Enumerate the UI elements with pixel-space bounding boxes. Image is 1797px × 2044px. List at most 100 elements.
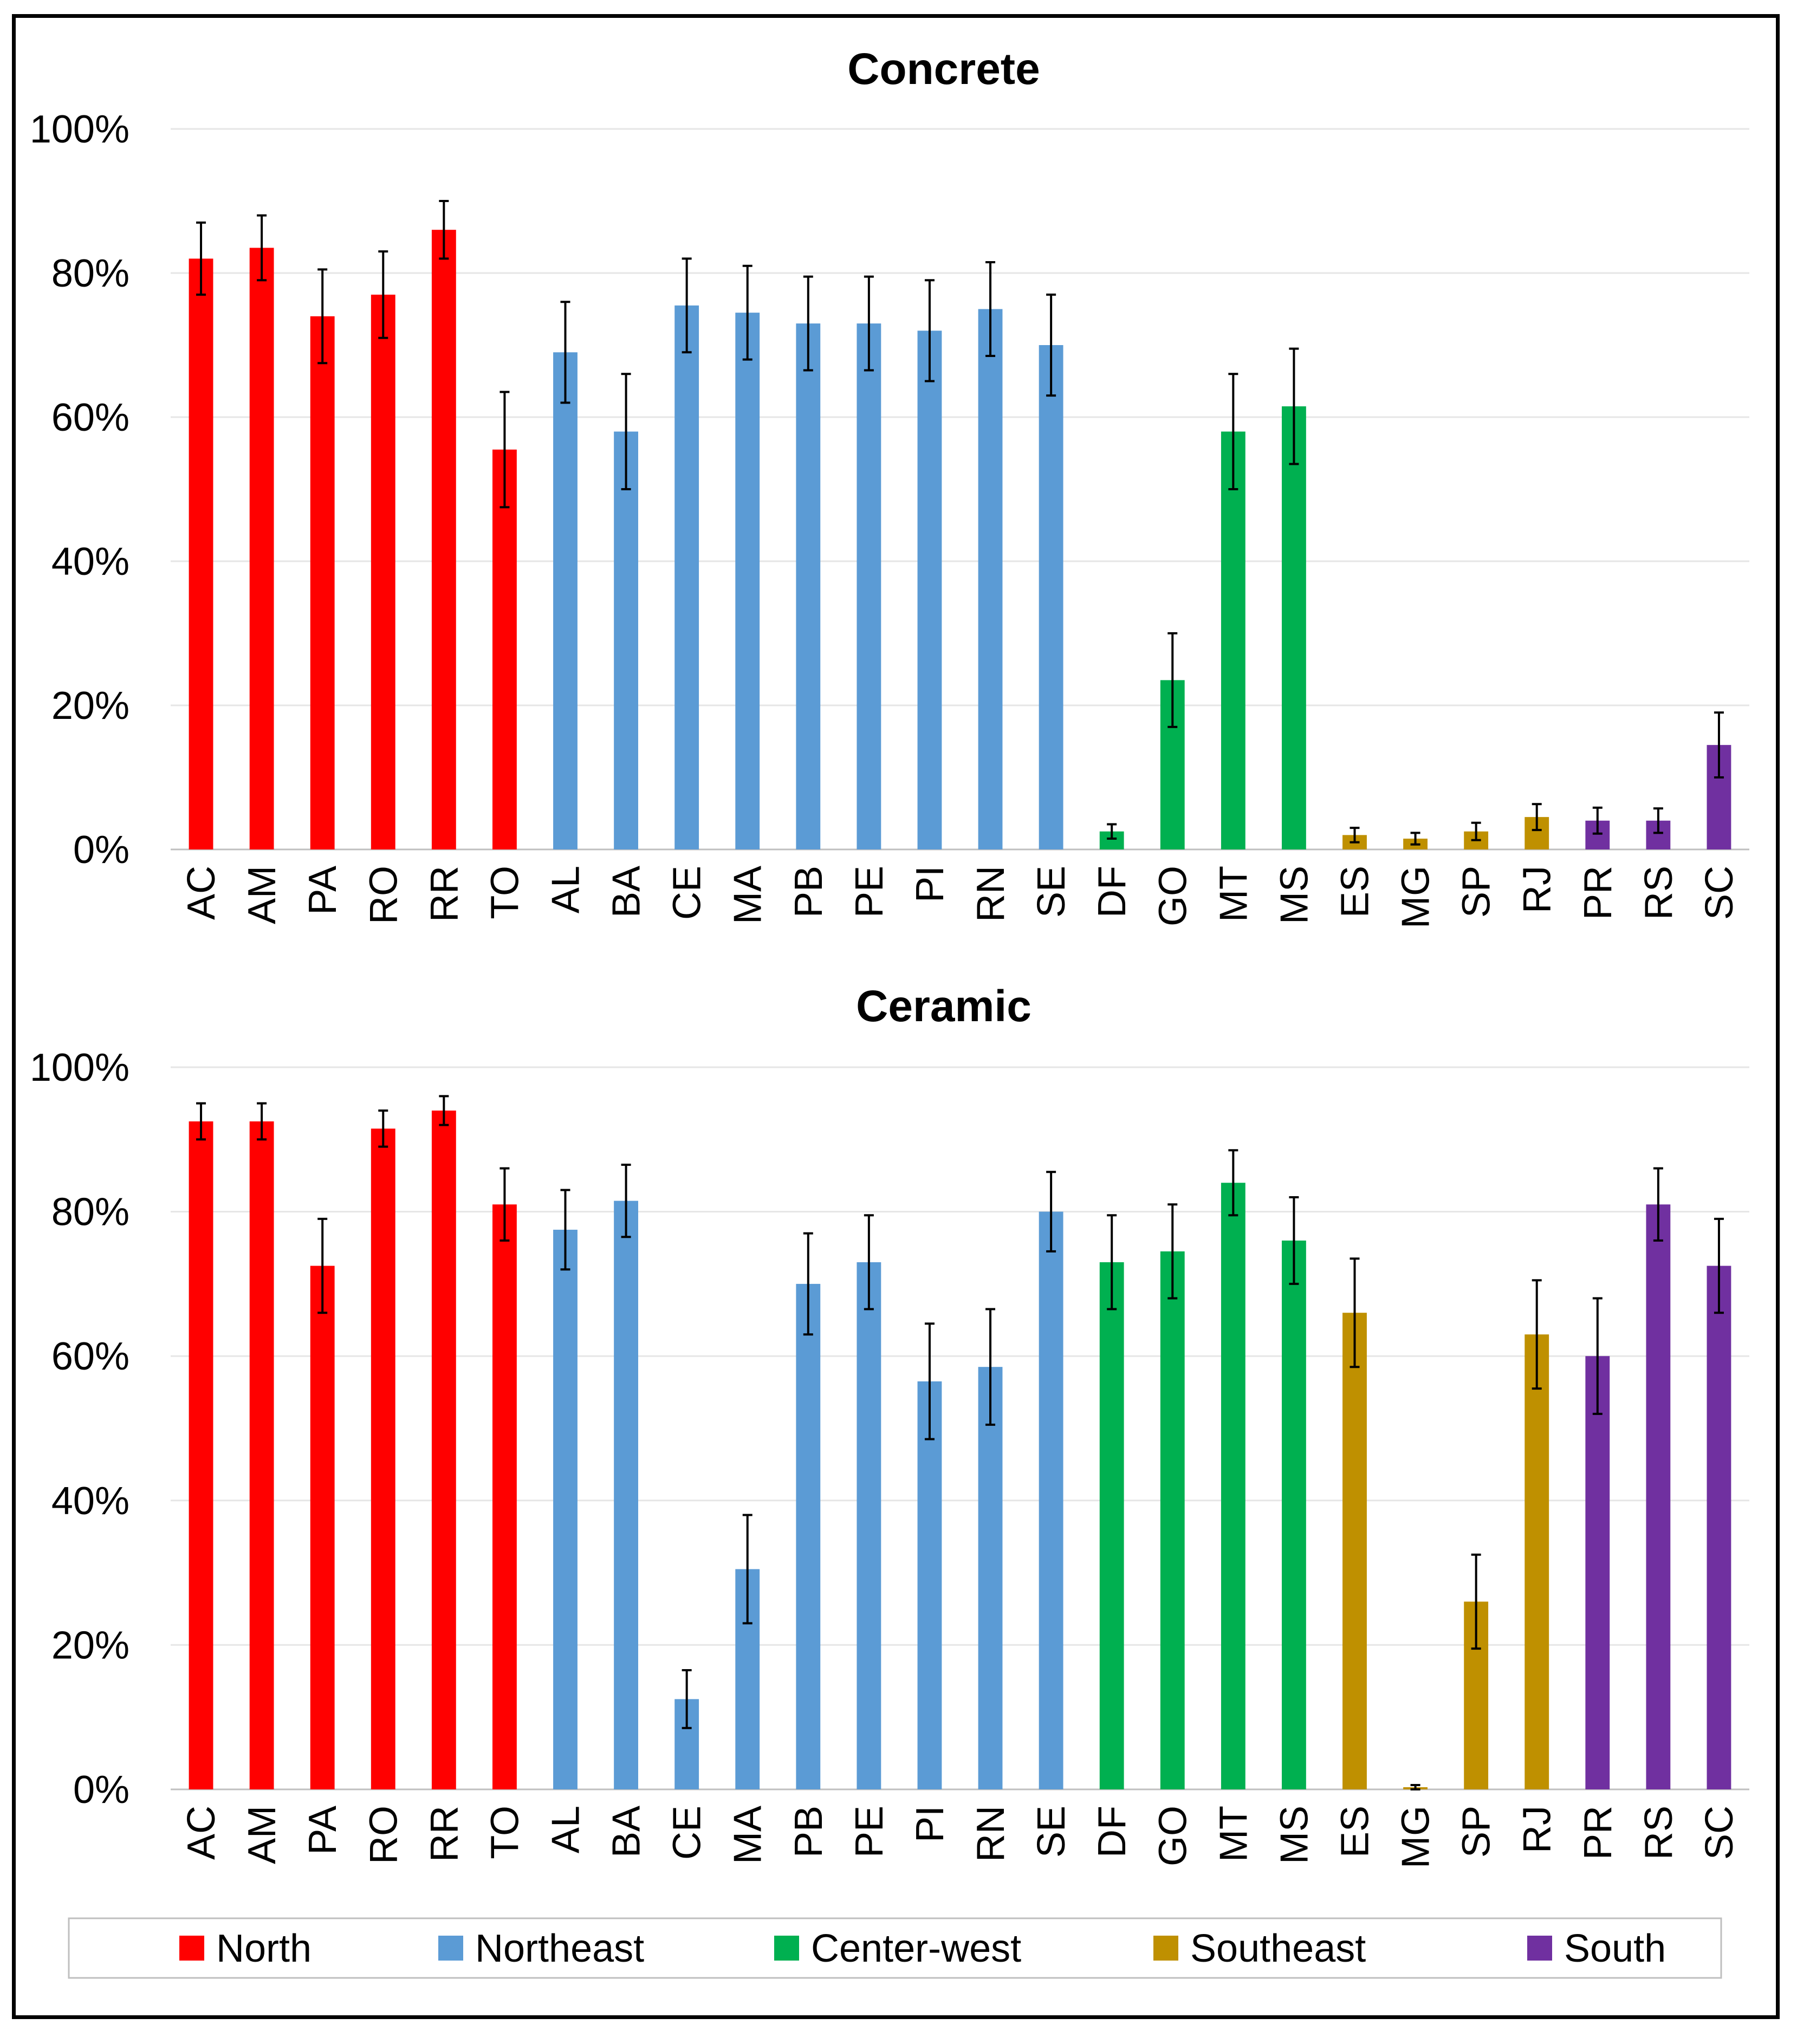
x-tick-label-pr: PR	[1577, 866, 1620, 920]
legend-label-northeast: Northeast	[475, 1927, 644, 1970]
x-tick-label-pi: PI	[909, 1806, 952, 1842]
bar-pb	[796, 1283, 821, 1789]
bar-ms	[1282, 406, 1306, 849]
x-tick-label-ba: BA	[605, 1806, 648, 1858]
bar-se	[1039, 345, 1063, 849]
legend-box	[68, 1917, 1722, 1979]
bar-pa	[310, 1266, 335, 1789]
x-tick-label-rn: RN	[969, 1806, 1013, 1862]
chart-title: Concrete	[847, 44, 1040, 94]
chart-title: Ceramic	[856, 982, 1032, 1031]
bar-mt	[1221, 1183, 1245, 1789]
bar-pe	[857, 1262, 881, 1789]
bar-ac	[189, 1121, 213, 1789]
x-tick-label-rj: RJ	[1516, 1806, 1559, 1853]
bar-mt	[1221, 431, 1245, 849]
x-tick-label-ma: MA	[726, 1806, 770, 1864]
bar-rs	[1646, 1204, 1671, 1789]
x-tick-label-go: GO	[1151, 866, 1195, 926]
x-tick-label-to: TO	[483, 866, 527, 919]
x-tick-label-am: AM	[241, 866, 284, 924]
x-tick-label-rr: RR	[423, 866, 466, 922]
x-tick-label-go: GO	[1151, 1806, 1195, 1866]
x-tick-label-ce: CE	[666, 1806, 709, 1860]
x-tick-label-pa: PA	[301, 866, 345, 915]
x-tick-label-am: AM	[241, 1806, 284, 1864]
x-tick-label-sc: SC	[1698, 1806, 1741, 1860]
bar-ba	[614, 431, 638, 849]
bar-pi	[917, 1381, 942, 1789]
x-tick-label-pr: PR	[1577, 1806, 1620, 1860]
bar-pr	[1585, 1356, 1610, 1789]
x-tick-label-df: DF	[1091, 1806, 1134, 1858]
x-tick-label-sp: SP	[1455, 866, 1498, 918]
bar-al	[553, 1229, 578, 1789]
bar-ro	[371, 1128, 395, 1789]
x-tick-label-pe: PE	[848, 1806, 891, 1858]
legend-swatch-southeast	[1153, 1936, 1178, 1961]
y-tick-label: 40%	[51, 1480, 129, 1523]
y-tick-label: 100%	[30, 1046, 129, 1089]
ceramic-chart: Ceramic 0% 20% 40% 60% 80% 100% AC AM PA RO RR TO AL B…	[30, 982, 1749, 1868]
legend-label-center-west: Center-west	[811, 1927, 1021, 1970]
bar-pa	[310, 316, 335, 849]
x-tick-label-ms: MS	[1273, 1806, 1316, 1864]
bar-ba	[614, 1201, 638, 1789]
y-tick-label: 20%	[51, 1624, 129, 1667]
figure-frame: Concrete 0% 20% 40% 60% 80% 100% AC AM PA RO RR TO AL…	[12, 14, 1780, 2019]
y-tick-label: 0%	[73, 1768, 129, 1812]
x-tick-label-al: AL	[544, 866, 588, 913]
y-tick-label: 40%	[51, 540, 129, 583]
x-tick-label-ba: BA	[605, 866, 648, 918]
x-tick-label-mg: MG	[1394, 866, 1438, 929]
x-tick-label-pe: PE	[848, 866, 891, 918]
bar-rn	[978, 309, 1003, 849]
bar-am	[249, 248, 274, 850]
bar-go	[1160, 1251, 1185, 1789]
x-tick-label-ro: RO	[362, 1806, 405, 1864]
x-tick-label-ms: MS	[1273, 866, 1316, 924]
x-tick-label-es: ES	[1334, 1806, 1377, 1858]
x-tick-label-pi: PI	[909, 866, 952, 903]
bar-rr	[431, 1110, 456, 1789]
x-tick-label-pa: PA	[301, 1806, 345, 1855]
legend-label-south: South	[1564, 1927, 1666, 1970]
x-tick-label-rj: RJ	[1516, 866, 1559, 913]
y-tick-label: 100%	[30, 108, 129, 151]
legend-label-north: North	[216, 1927, 312, 1970]
bar-pe	[857, 323, 881, 849]
bar-ma	[735, 313, 760, 849]
x-tick-label-se: SE	[1030, 1806, 1073, 1858]
y-tick-label: 60%	[51, 1335, 129, 1378]
bar-rj	[1524, 1334, 1549, 1789]
x-tick-label-rn: RN	[969, 866, 1013, 922]
legend-swatch-center-west	[774, 1936, 799, 1961]
x-tick-label-to: TO	[483, 1806, 527, 1859]
y-tick-label: 80%	[51, 1191, 129, 1234]
bar-rn	[978, 1367, 1003, 1789]
bar-ro	[371, 294, 395, 849]
x-tick-label-rr: RR	[423, 1806, 466, 1862]
bar-al	[553, 352, 578, 849]
legend-swatch-south	[1527, 1936, 1552, 1961]
x-tick-label-rs: RS	[1637, 1806, 1681, 1860]
y-tick-label: 60%	[51, 396, 129, 439]
legend-label-southeast: Southeast	[1190, 1927, 1366, 1970]
x-tick-label-ac: AC	[180, 866, 223, 920]
bar-ms	[1282, 1240, 1306, 1789]
x-tick-label-ac: AC	[180, 1806, 223, 1860]
bar-sc	[1707, 1266, 1731, 1789]
x-tick-label-sp: SP	[1455, 1806, 1498, 1858]
charts-svg: Concrete 0% 20% 40% 60% 80% 100% AC AM PA RO RR TO AL…	[30, 44, 1749, 1979]
bar-am	[249, 1121, 274, 1789]
x-tick-label-rs: RS	[1637, 866, 1681, 920]
bar-ac	[189, 258, 213, 849]
x-tick-label-mg: MG	[1394, 1806, 1438, 1868]
y-tick-label: 0%	[73, 828, 129, 872]
x-tick-label-ce: CE	[666, 866, 709, 920]
bar-to	[492, 449, 517, 849]
x-tick-label-es: ES	[1334, 866, 1377, 918]
x-tick-label-se: SE	[1030, 866, 1073, 918]
bar-pb	[796, 323, 821, 849]
concrete-chart: Concrete 0% 20% 40% 60% 80% 100% AC AM PA RO RR TO AL…	[30, 44, 1749, 929]
